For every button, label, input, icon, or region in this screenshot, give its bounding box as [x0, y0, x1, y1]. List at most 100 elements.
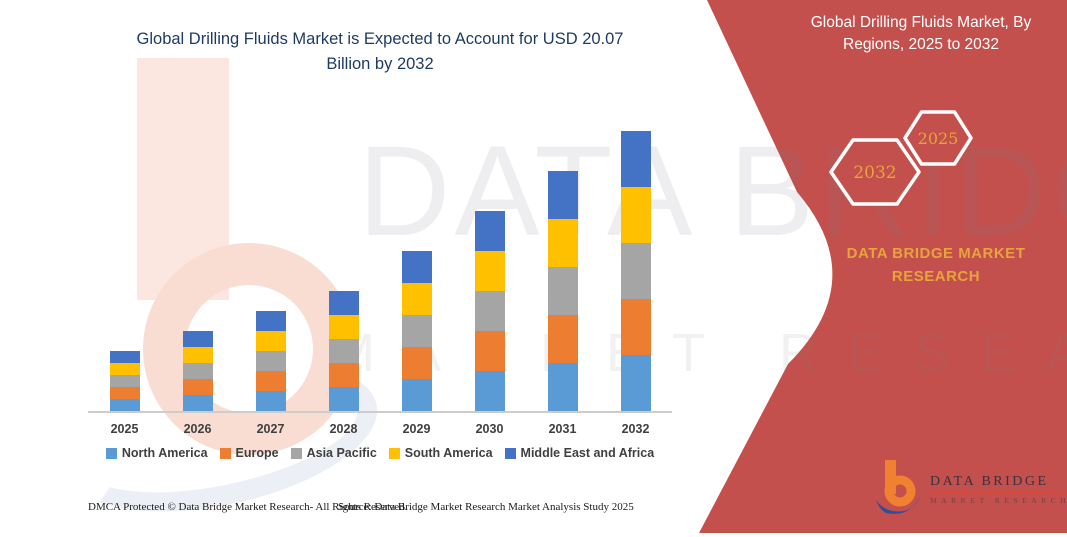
stacked-bar-2028 — [328, 291, 359, 411]
legend-swatch — [105, 447, 117, 459]
x-axis-label: 2025 — [110, 422, 139, 436]
bar-segment-asia-pacific — [182, 363, 213, 379]
stacked-bar-2025 — [109, 351, 140, 411]
legend-swatch — [219, 447, 231, 459]
bar-group — [88, 351, 161, 411]
bar-segment-north-america — [620, 355, 651, 411]
bar-segment-north-america — [401, 379, 432, 411]
bar-segment-europe — [255, 371, 286, 391]
panel-title-line1: Global Drilling Fluids Market, By — [810, 14, 1032, 31]
hexagon-badges: 2032 2025 — [829, 110, 973, 206]
legend-item: North America — [105, 446, 208, 460]
legend-label: Asia Pacific — [306, 446, 377, 460]
bar-segment-europe — [620, 299, 651, 355]
bar-segment-middle-east-and-africa — [547, 171, 578, 219]
brand-caption: DATA BRIDGE MARKET RESEARCH — [846, 245, 1026, 285]
x-axis-label: 2026 — [183, 422, 212, 436]
bar-segment-europe — [401, 347, 432, 379]
bar-segment-middle-east-and-africa — [620, 131, 651, 187]
bar-segment-asia-pacific — [255, 351, 286, 371]
bar-segment-asia-pacific — [620, 243, 651, 299]
bar-group — [161, 331, 234, 411]
legend-item: Europe — [219, 446, 279, 460]
legend-label: North America — [121, 446, 208, 460]
side-panel-shape — [699, 0, 1067, 533]
bar-group — [453, 211, 526, 411]
bar-segment-north-america — [182, 395, 213, 411]
legend-label: South America — [404, 446, 493, 460]
bar-segment-south-america — [401, 283, 432, 315]
bar-segment-asia-pacific — [474, 291, 505, 331]
legend-swatch — [504, 447, 516, 459]
x-axis-label: 2027 — [256, 422, 285, 436]
bar-group — [380, 251, 453, 411]
x-axis-label: 2028 — [329, 422, 358, 436]
bar-group — [599, 131, 672, 411]
bar-segment-europe — [547, 315, 578, 363]
stacked-bar-2026 — [182, 331, 213, 411]
stacked-bar-2029 — [401, 251, 432, 411]
bar-segment-middle-east-and-africa — [401, 251, 432, 283]
stacked-bar-2031 — [547, 171, 578, 411]
bar-segment-north-america — [328, 387, 359, 411]
bar-segment-north-america — [109, 399, 140, 411]
bar-group — [526, 171, 599, 411]
hexagon-2025-label: 2025 — [918, 129, 959, 148]
stacked-bar-2032 — [620, 131, 651, 411]
x-axis-label: 2032 — [621, 422, 650, 436]
panel-title-line2: Regions, 2025 to 2032 — [843, 36, 999, 54]
bar-group — [307, 291, 380, 411]
hexagon-2032-badge — [829, 138, 921, 206]
legend-item: South America — [388, 446, 493, 460]
bar-segment-middle-east-and-africa — [182, 331, 213, 347]
years-row: 2025 2026 2027 2028 2029 2030 2031 2032 — [88, 413, 672, 436]
bar-segment-south-america — [255, 331, 286, 351]
bar-segment-south-america — [109, 363, 140, 375]
databridge-logo-text: DATA BRIDGE MARKET RESEARCH — [930, 474, 1067, 505]
stacked-bar-2027 — [255, 311, 286, 411]
chart-legend: North America Europe Asia Pacific South Ame… — [88, 446, 672, 460]
panel-title: Global Drilling Fluids Market, By Region… — [793, 12, 1049, 57]
bar-segment-asia-pacific — [547, 267, 578, 315]
page-title: Global Drilling Fluids Market is Expecte… — [70, 27, 690, 77]
legend-item: Asia Pacific — [290, 446, 377, 460]
bar-segment-europe — [109, 387, 140, 399]
bar-segment-south-america — [328, 315, 359, 339]
bars-row — [88, 118, 672, 413]
bar-segment-south-america — [547, 219, 578, 267]
bar-segment-middle-east-and-africa — [328, 291, 359, 315]
bar-group — [234, 311, 307, 411]
legend-label: Europe — [235, 446, 279, 460]
bar-segment-south-america — [182, 347, 213, 363]
legend-item: Middle East and Africa — [504, 446, 655, 460]
stacked-bar-chart: 2025 2026 2027 2028 2029 2030 2031 2032 North A… — [88, 118, 672, 460]
bar-segment-north-america — [547, 363, 578, 411]
legend-swatch — [388, 447, 400, 459]
bar-segment-middle-east-and-africa — [474, 211, 505, 251]
bar-segment-europe — [328, 363, 359, 387]
databridge-logo-name: DATA BRIDGE — [930, 474, 1067, 494]
bar-segment-south-america — [620, 187, 651, 243]
hexagon-2032-label: 2032 — [853, 163, 896, 183]
x-axis-label: 2031 — [548, 422, 577, 436]
hexagon-2025-badge — [903, 110, 973, 166]
databridge-logo-icon — [876, 460, 920, 514]
legend-label: Middle East and Africa — [520, 446, 655, 460]
bar-segment-middle-east-and-africa — [109, 351, 140, 363]
bar-segment-asia-pacific — [328, 339, 359, 363]
x-axis-label: 2030 — [475, 422, 504, 436]
bar-segment-north-america — [474, 371, 505, 411]
databridge-logo-subtext: MARKET RESEARCH — [930, 496, 1067, 505]
bar-segment-middle-east-and-africa — [255, 311, 286, 331]
bar-segment-asia-pacific — [109, 375, 140, 387]
bar-segment-europe — [182, 379, 213, 395]
bar-segment-north-america — [255, 391, 286, 411]
x-axis-label: 2029 — [402, 422, 431, 436]
legend-swatch — [290, 447, 302, 459]
source-note: Source: Data Bridge Market Research Mark… — [338, 501, 634, 513]
bar-segment-asia-pacific — [401, 315, 432, 347]
bar-segment-south-america — [474, 251, 505, 291]
databridge-logo: DATA BRIDGE MARKET RESEARCH — [874, 458, 1067, 516]
bar-segment-europe — [474, 331, 505, 371]
